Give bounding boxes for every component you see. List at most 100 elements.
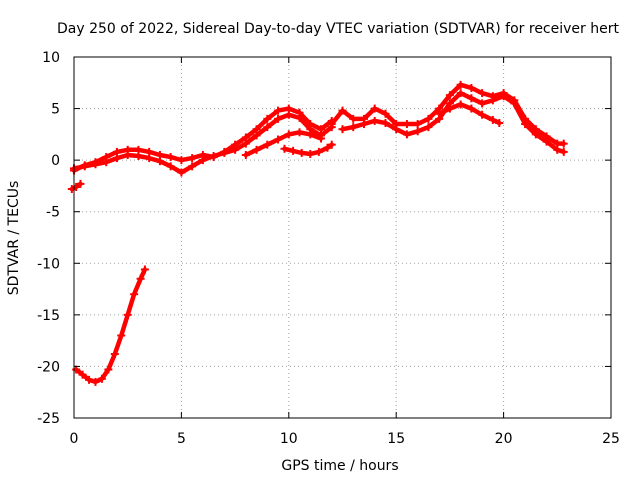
- data-point: [306, 130, 315, 139]
- data-point: [559, 139, 568, 148]
- data-point: [402, 120, 411, 129]
- data-point: [456, 89, 465, 98]
- y-axis-label: SDTVAR / TECUs: [6, 181, 22, 296]
- data-point: [488, 115, 497, 124]
- data-point: [306, 149, 315, 158]
- data-point: [177, 156, 186, 165]
- data-point: [297, 148, 306, 157]
- data-point: [488, 96, 497, 105]
- data-point: [252, 145, 261, 154]
- data-point: [274, 114, 283, 123]
- x-tick-label: 25: [602, 431, 620, 447]
- x-axis-label: GPS time / hours: [281, 458, 398, 474]
- data-point: [145, 154, 154, 163]
- data-point: [166, 162, 175, 171]
- data-point: [209, 152, 218, 161]
- data-point: [499, 92, 508, 101]
- data-point: [136, 274, 145, 283]
- data-point: [110, 350, 119, 359]
- data-point: [314, 147, 323, 156]
- data-point: [274, 135, 283, 144]
- data-point: [531, 130, 540, 139]
- data-point: [284, 110, 293, 119]
- data-series: [67, 80, 568, 386]
- data-point: [155, 157, 164, 166]
- data-point: [349, 123, 358, 132]
- data-point: [91, 160, 100, 169]
- x-tick-label: 20: [495, 431, 513, 447]
- series-arc-low: [73, 267, 148, 385]
- data-point: [198, 156, 207, 165]
- y-tick-label: 10: [42, 50, 60, 66]
- y-tick-label: 0: [51, 153, 60, 169]
- data-point: [112, 154, 121, 163]
- x-tick-label: 10: [280, 431, 298, 447]
- data-point: [424, 123, 433, 132]
- data-point: [295, 128, 304, 137]
- y-tick-label: -10: [37, 256, 60, 272]
- data-point: [478, 99, 487, 108]
- data-point: [317, 134, 326, 143]
- data-point: [97, 374, 106, 383]
- data-point: [521, 120, 530, 129]
- data-point: [263, 140, 272, 149]
- y-tick-label: -5: [46, 205, 60, 221]
- data-point: [188, 154, 197, 163]
- data-point: [166, 153, 175, 162]
- data-point: [349, 114, 358, 123]
- y-tick-label: -15: [37, 308, 60, 324]
- series-arc-e: [329, 82, 566, 146]
- data-point: [381, 109, 390, 118]
- data-point: [241, 139, 250, 148]
- data-point: [67, 185, 76, 194]
- data-point: [467, 94, 476, 103]
- data-point: [370, 116, 379, 125]
- data-point: [263, 123, 272, 132]
- data-point: [327, 120, 336, 129]
- series-arc-d: [282, 142, 335, 157]
- data-point: [370, 104, 379, 113]
- series-arc-f: [340, 90, 566, 155]
- plot-frame: [73, 56, 612, 419]
- data-point: [456, 100, 465, 109]
- data-point: [424, 114, 433, 123]
- data-point: [295, 113, 304, 122]
- data-point: [241, 150, 250, 159]
- data-point: [123, 310, 132, 319]
- y-tick-label: -20: [37, 359, 60, 375]
- data-point: [467, 83, 476, 92]
- data-point: [359, 120, 368, 129]
- data-point: [327, 140, 336, 149]
- data-point: [252, 131, 261, 140]
- data-point: [280, 144, 289, 153]
- data-point: [435, 109, 444, 118]
- data-point: [445, 104, 454, 113]
- data-point: [263, 114, 272, 123]
- data-point: [559, 147, 568, 156]
- data-point: [76, 179, 85, 188]
- data-point: [467, 104, 476, 113]
- data-point: [553, 145, 562, 154]
- x-tick-label: 5: [177, 431, 186, 447]
- data-point: [284, 130, 293, 139]
- data-point: [104, 365, 113, 374]
- data-point: [413, 127, 422, 136]
- x-tick-label: 15: [387, 431, 405, 447]
- x-tick-label: 0: [70, 431, 79, 447]
- data-point: [91, 377, 100, 386]
- y-tick-label: 5: [51, 102, 60, 118]
- data-point: [402, 130, 411, 139]
- data-point: [231, 145, 240, 154]
- data-point: [117, 331, 126, 340]
- data-point: [456, 80, 465, 89]
- data-point: [478, 110, 487, 119]
- data-point: [289, 146, 298, 155]
- data-point: [123, 150, 132, 159]
- data-point: [274, 106, 283, 115]
- data-point: [130, 290, 139, 299]
- data-point: [323, 143, 332, 152]
- data-point: [102, 158, 111, 167]
- data-point: [134, 152, 143, 161]
- axis-ticks: 0 5 10 15 20 25 10 5 0 -5 -10 -15 -20 -25: [37, 50, 620, 447]
- data-point: [338, 125, 347, 134]
